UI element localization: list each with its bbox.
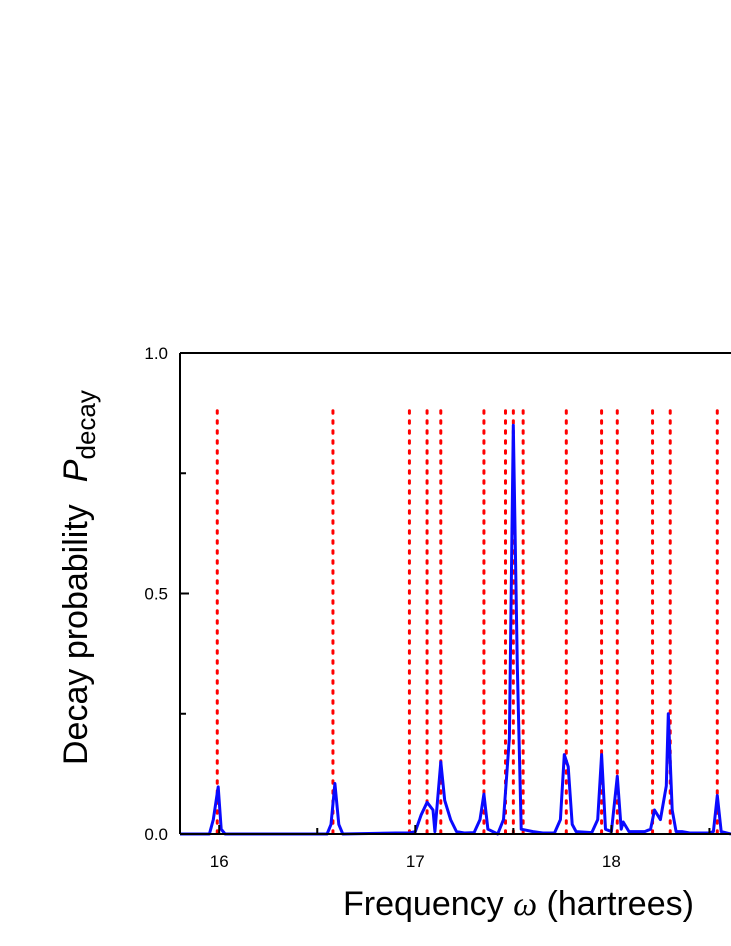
decay-probability-curve bbox=[180, 423, 731, 836]
x-tick-label: 16 bbox=[210, 852, 229, 871]
ticks: 16 17 18 0.0 0.5 1.0 bbox=[144, 344, 711, 871]
axes bbox=[179, 352, 731, 835]
y-tick-label: 1.0 bbox=[144, 344, 168, 363]
x-tick-label: 18 bbox=[602, 852, 621, 871]
reference-lines bbox=[215, 409, 719, 836]
x-axis-label: Frequency ω (hartrees) bbox=[343, 885, 694, 923]
y-tick-label: 0.5 bbox=[144, 585, 168, 604]
y-tick-label: 0.0 bbox=[144, 825, 168, 844]
x-tick-label: 17 bbox=[406, 852, 425, 871]
y-axis-label: Decay probabilityPdecay bbox=[57, 390, 101, 765]
